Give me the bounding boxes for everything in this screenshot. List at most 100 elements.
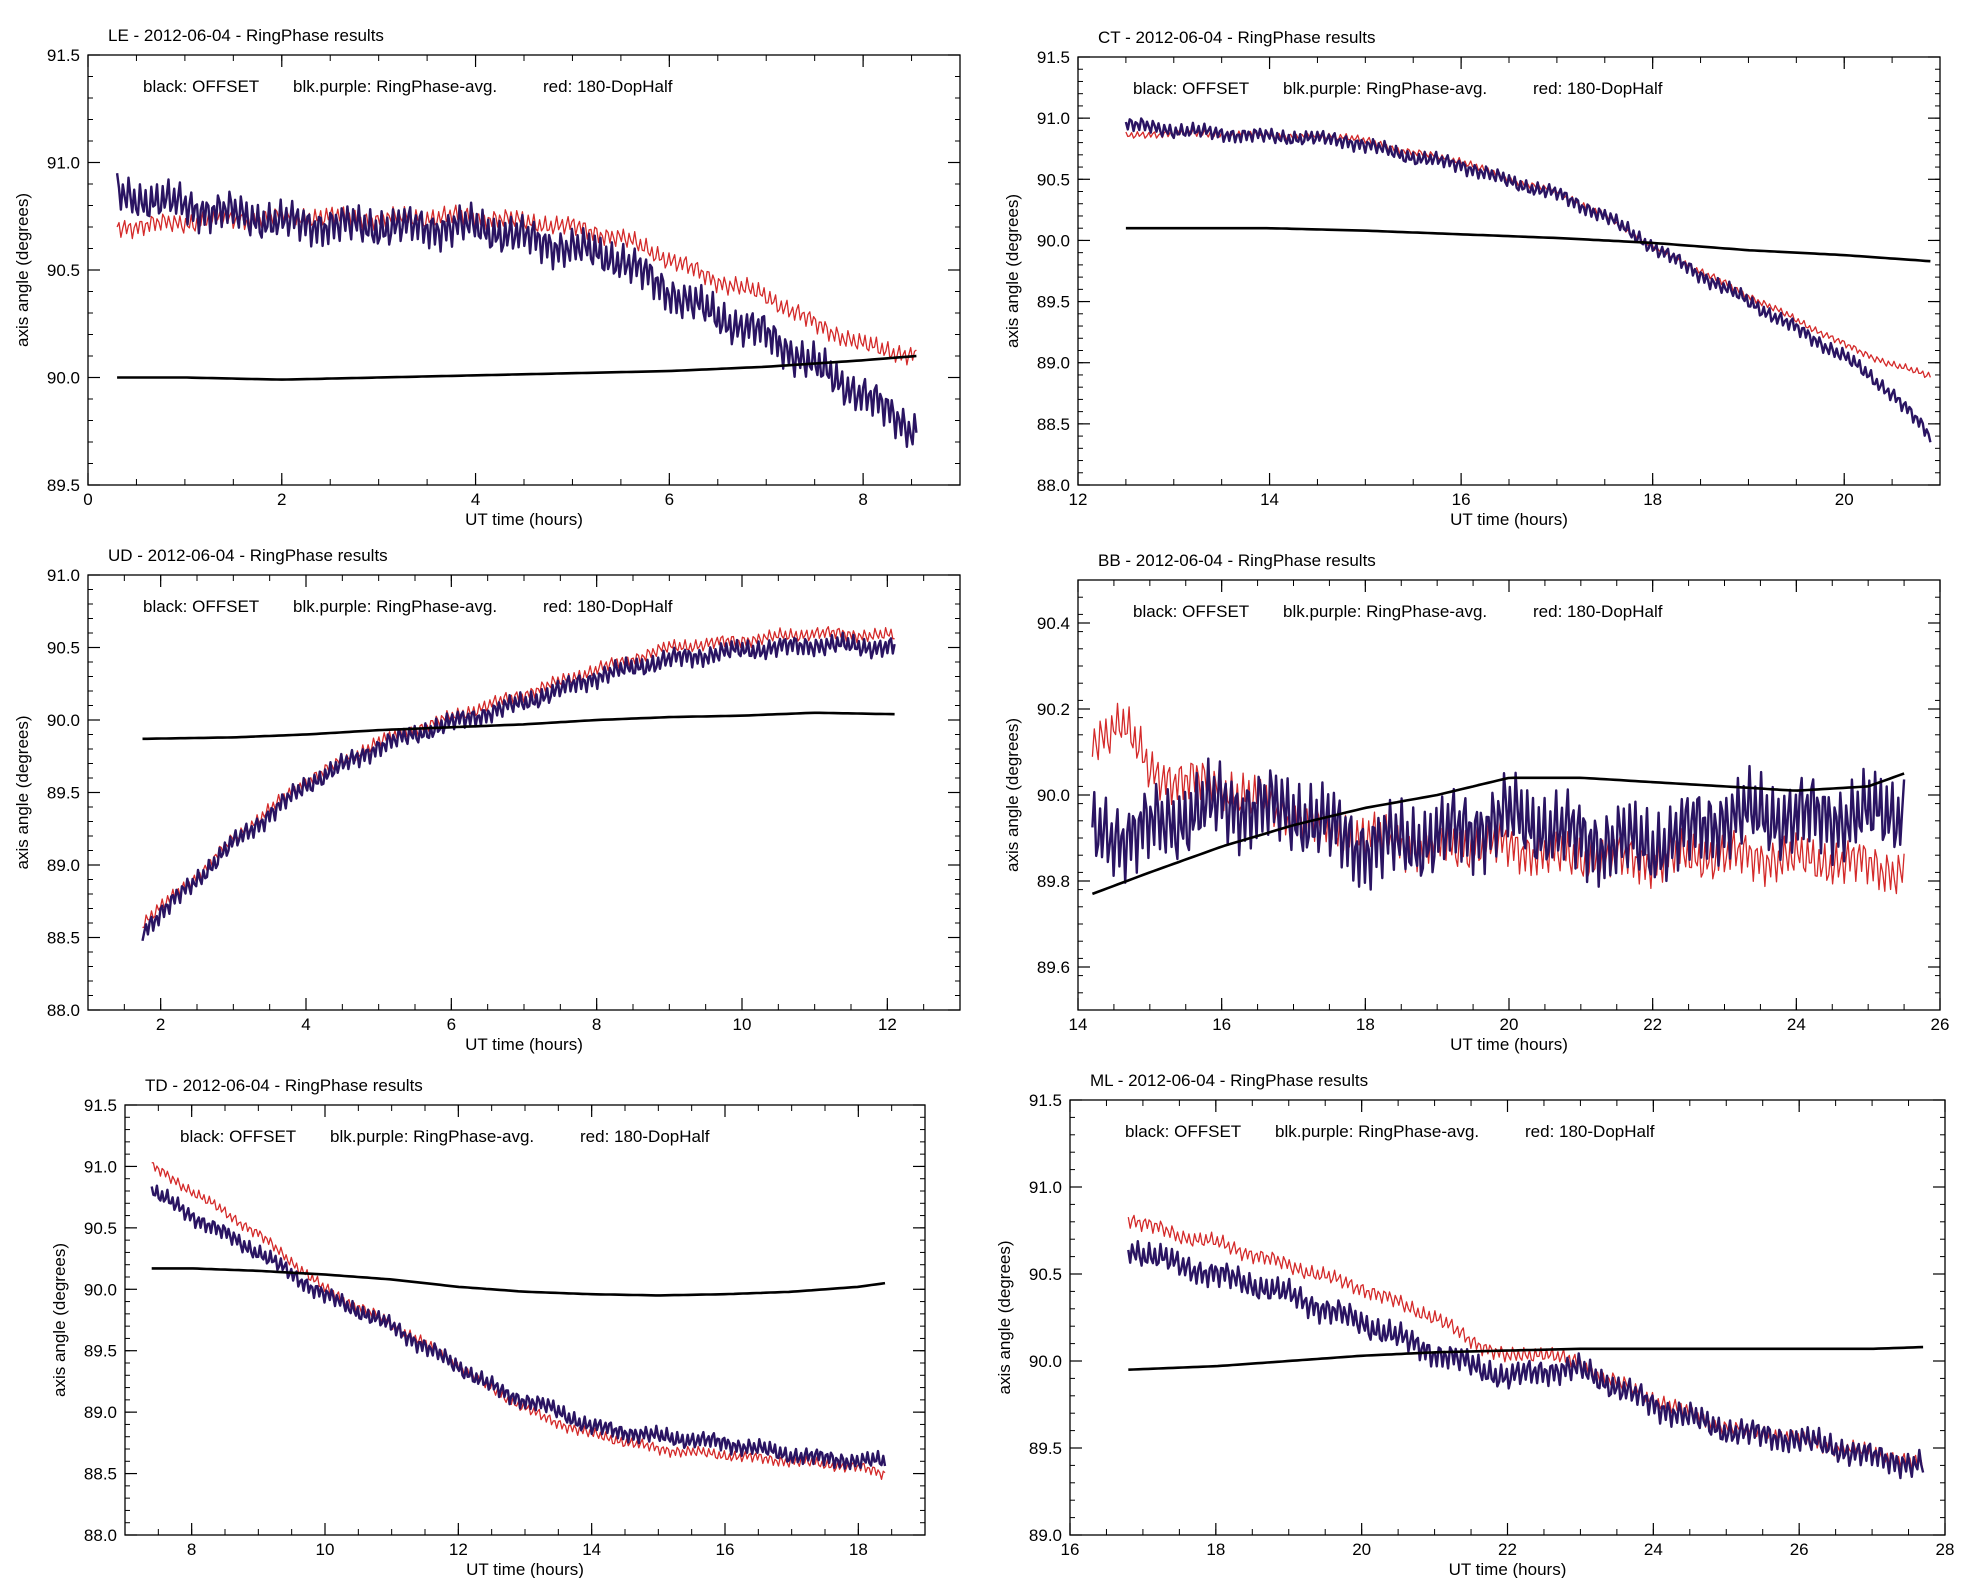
legend-entry: red: 180-DopHalf bbox=[1533, 602, 1663, 621]
x-tick-label: 16 bbox=[716, 1540, 735, 1559]
x-tick-label: 0 bbox=[83, 490, 92, 509]
y-tick-label: 89.5 bbox=[84, 1342, 117, 1361]
y-tick-label: 89.5 bbox=[1037, 293, 1070, 312]
plot-frame bbox=[1077, 56, 1941, 486]
x-tick-label: 2 bbox=[156, 1015, 165, 1034]
panel-ml: ML - 2012-06-04 - RingPhase results black… bbox=[995, 1071, 1954, 1578]
y-tick-label: 88.0 bbox=[1037, 476, 1070, 495]
chart-title: ML - 2012-06-04 - RingPhase results bbox=[1090, 1071, 1368, 1090]
y-tick-label: 91.5 bbox=[47, 46, 80, 65]
y-tick-label: 89.0 bbox=[84, 1403, 117, 1422]
y-tick-label: 91.5 bbox=[84, 1096, 117, 1115]
x-axis-label: UT time (hours) bbox=[466, 1560, 584, 1578]
y-tick-label: 90.5 bbox=[47, 261, 80, 280]
plot-frame bbox=[1069, 1099, 1946, 1536]
series-line-dophalf bbox=[1091, 702, 1905, 895]
panel-td: TD - 2012-06-04 - RingPhase results black… bbox=[50, 1076, 926, 1578]
chart-title: CT - 2012-06-04 - RingPhase results bbox=[1098, 28, 1376, 47]
legend-entry: black: OFFSET bbox=[143, 597, 259, 616]
legend-entry: blk.purple: RingPhase-avg. bbox=[330, 1127, 534, 1146]
x-tick-label: 16 bbox=[1212, 1015, 1231, 1034]
y-tick-label: 91.5 bbox=[1029, 1091, 1062, 1110]
panel-le: LE - 2012-06-04 - RingPhase results black… bbox=[13, 26, 961, 529]
x-tick-label: 4 bbox=[471, 490, 480, 509]
legend-entry: black: OFFSET bbox=[1125, 1122, 1241, 1141]
y-tick-label: 91.0 bbox=[1037, 109, 1070, 128]
chart-title: BB - 2012-06-04 - RingPhase results bbox=[1098, 551, 1376, 570]
series-line-ringphase bbox=[1127, 1240, 1925, 1480]
x-tick-label: 18 bbox=[1356, 1015, 1375, 1034]
x-tick-label: 6 bbox=[665, 490, 674, 509]
y-axis-label: axis angle (degrees) bbox=[1003, 718, 1022, 872]
y-tick-label: 91.0 bbox=[47, 566, 80, 585]
y-tick-label: 90.0 bbox=[47, 711, 80, 730]
x-tick-label: 12 bbox=[878, 1015, 897, 1034]
x-tick-label: 26 bbox=[1790, 1540, 1809, 1559]
x-tick-label: 2 bbox=[277, 490, 286, 509]
legend-entry: red: 180-DopHalf bbox=[543, 77, 673, 96]
x-tick-label: 14 bbox=[582, 1540, 601, 1559]
x-tick-label: 6 bbox=[447, 1015, 456, 1034]
y-tick-label: 89.5 bbox=[1029, 1439, 1062, 1458]
legend-entry: black: OFFSET bbox=[143, 77, 259, 96]
x-tick-label: 24 bbox=[1644, 1540, 1663, 1559]
series-line-dophalf bbox=[142, 626, 895, 929]
y-tick-label: 89.0 bbox=[1029, 1526, 1062, 1545]
series-line-ringphase bbox=[1124, 117, 1932, 443]
x-axis-label: UT time (hours) bbox=[465, 510, 583, 529]
y-tick-label: 90.0 bbox=[1037, 231, 1070, 250]
y-tick-label: 89.5 bbox=[47, 784, 80, 803]
x-tick-label: 8 bbox=[187, 1540, 196, 1559]
x-tick-label: 26 bbox=[1931, 1015, 1950, 1034]
series-line-ringphase bbox=[141, 631, 896, 942]
y-tick-label: 91.0 bbox=[47, 154, 80, 173]
series-line-offset bbox=[1128, 1345, 1924, 1371]
x-tick-label: 8 bbox=[858, 490, 867, 509]
legend-entry: blk.purple: RingPhase-avg. bbox=[1283, 602, 1487, 621]
x-tick-label: 4 bbox=[301, 1015, 310, 1034]
x-tick-label: 20 bbox=[1835, 490, 1854, 509]
x-tick-label: 10 bbox=[733, 1015, 752, 1034]
chart-title: LE - 2012-06-04 - RingPhase results bbox=[108, 26, 384, 45]
x-tick-label: 18 bbox=[849, 1540, 868, 1559]
plot-frame bbox=[87, 54, 961, 486]
legend-entry: red: 180-DopHalf bbox=[1525, 1122, 1655, 1141]
legend-entry: black: OFFSET bbox=[1133, 79, 1249, 98]
x-axis-label: UT time (hours) bbox=[465, 1035, 583, 1054]
x-tick-label: 18 bbox=[1643, 490, 1662, 509]
y-axis-label: axis angle (degrees) bbox=[13, 193, 32, 347]
x-axis-label: UT time (hours) bbox=[1450, 510, 1568, 529]
series-line-ringphase bbox=[150, 1184, 887, 1471]
y-tick-label: 90.0 bbox=[47, 369, 80, 388]
series-line-dophalf bbox=[151, 1161, 886, 1480]
x-tick-label: 14 bbox=[1260, 490, 1279, 509]
y-axis-label: axis angle (degrees) bbox=[995, 1240, 1014, 1394]
y-tick-label: 88.0 bbox=[47, 1001, 80, 1020]
y-tick-label: 88.5 bbox=[1037, 415, 1070, 434]
series-line-offset bbox=[142, 711, 895, 741]
x-tick-label: 10 bbox=[316, 1540, 335, 1559]
x-tick-label: 12 bbox=[1069, 490, 1088, 509]
x-tick-label: 28 bbox=[1936, 1540, 1955, 1559]
y-tick-label: 88.0 bbox=[84, 1526, 117, 1545]
x-tick-label: 20 bbox=[1352, 1540, 1371, 1559]
y-tick-label: 89.0 bbox=[47, 856, 80, 875]
y-tick-label: 90.5 bbox=[1037, 170, 1070, 189]
x-tick-label: 20 bbox=[1500, 1015, 1519, 1034]
legend-entry: blk.purple: RingPhase-avg. bbox=[1275, 1122, 1479, 1141]
plot-frame bbox=[124, 1104, 926, 1536]
x-tick-label: 16 bbox=[1452, 490, 1471, 509]
x-tick-label: 18 bbox=[1206, 1540, 1225, 1559]
series-line-ringphase bbox=[115, 173, 918, 448]
legend-entry: blk.purple: RingPhase-avg. bbox=[293, 597, 497, 616]
x-axis-label: UT time (hours) bbox=[1450, 1035, 1568, 1054]
series-line-offset bbox=[1125, 226, 1931, 263]
chart-title: UD - 2012-06-04 - RingPhase results bbox=[108, 546, 388, 565]
y-tick-label: 88.5 bbox=[47, 929, 80, 948]
legend-entry: blk.purple: RingPhase-avg. bbox=[293, 77, 497, 96]
y-tick-label: 90.0 bbox=[1029, 1352, 1062, 1371]
series-line-offset bbox=[1091, 772, 1905, 896]
y-tick-label: 89.5 bbox=[47, 476, 80, 495]
x-tick-label: 14 bbox=[1069, 1015, 1088, 1034]
y-tick-label: 90.4 bbox=[1037, 614, 1070, 633]
